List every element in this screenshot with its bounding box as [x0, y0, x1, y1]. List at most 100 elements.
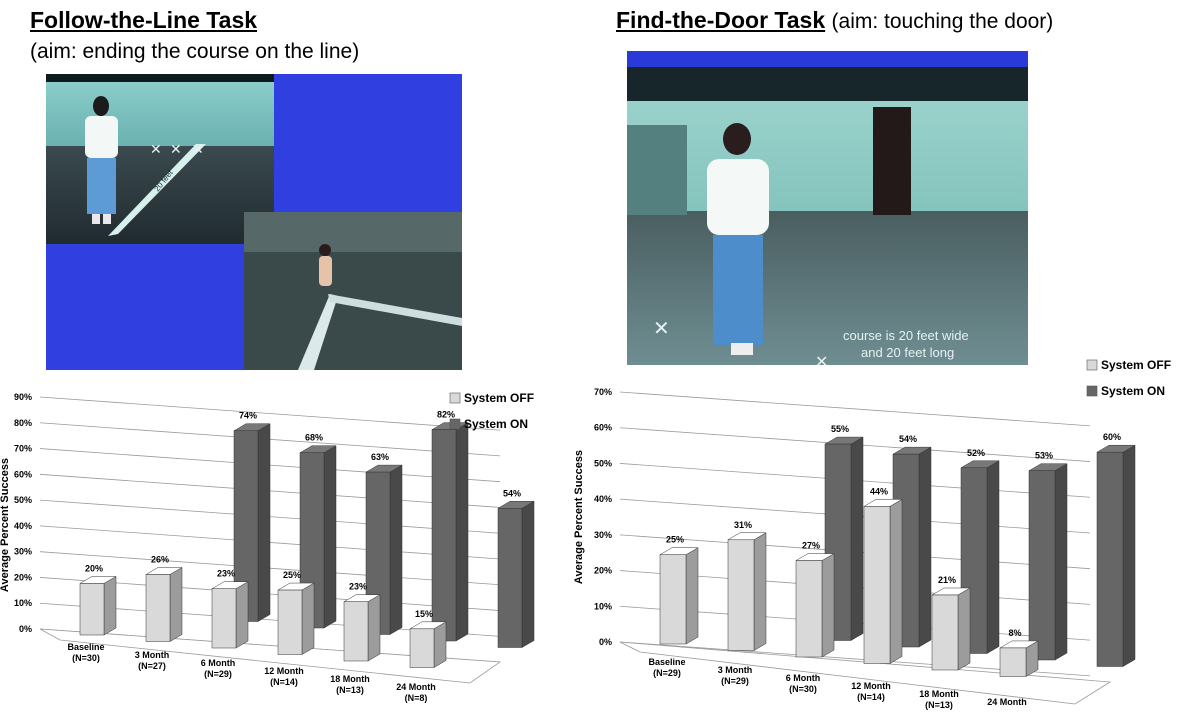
- bar-system-on-data-label: 74%: [239, 411, 257, 421]
- bar-system-off-front: [863, 506, 891, 664]
- bar-system-on-data-label: 60%: [1103, 432, 1121, 442]
- bar-system-off-front: [211, 588, 237, 649]
- course-size-caption-line1: course is 20 feet wide: [843, 328, 969, 343]
- bar-system-off: 20%: [79, 563, 117, 636]
- bar-system-off-side: [433, 621, 447, 668]
- bar-system-off: 26%: [145, 554, 183, 642]
- bar-system-off: 21%: [931, 575, 971, 671]
- x-category-label: 3 Month: [135, 650, 170, 660]
- bar-system-off-front: [79, 583, 105, 636]
- x-category-label: 12 Month: [264, 666, 304, 676]
- x-category-label: (N=13): [925, 700, 953, 710]
- bar-system-on: 54%: [497, 488, 535, 648]
- svg-text:✕: ✕: [150, 141, 162, 157]
- follow-the-line-chart: 0% 10% 20% 30% 40% 50% 60% 70% 80% 90% Average Per…: [0, 391, 535, 703]
- y-tick-label: 80%: [14, 418, 32, 428]
- bar-system-off-side: [367, 594, 381, 662]
- legend-entry: System ON: [1101, 384, 1165, 398]
- left-task-title: Follow-the-Line Task: [30, 7, 258, 33]
- bar-system-off-front: [277, 589, 303, 655]
- bar-system-off-side: [103, 576, 117, 636]
- bar-system-off-front: [145, 574, 171, 642]
- legend-swatch: [449, 392, 461, 404]
- x-category-label: 24 Month: [396, 682, 436, 692]
- svg-text:✕: ✕: [653, 318, 670, 340]
- y-tick-label: 70%: [14, 444, 32, 454]
- bar-system-on-side: [389, 464, 403, 635]
- follow-the-line-photo-art: 20 feet ✕ ✕ ✕: [46, 74, 462, 370]
- bar-system-on-side: [323, 445, 337, 629]
- bar-system-off-data-label: 20%: [85, 563, 103, 573]
- bar-system-off-data-label: 25%: [283, 570, 301, 580]
- bar-system-on-side: [918, 446, 932, 648]
- bar-system-off-side: [957, 587, 971, 671]
- bar-system-on-side: [1054, 463, 1068, 661]
- bar-system-off-data-label: 26%: [151, 554, 169, 564]
- x-category-label: (N=30): [72, 653, 100, 663]
- y-tick-label: 60%: [14, 469, 32, 479]
- bar-system-off-data-label: 27%: [802, 541, 820, 551]
- bar-system-off-data-label: 15%: [415, 609, 433, 619]
- y-tick-label: 40%: [594, 494, 612, 504]
- bar-system-on-data-label: 82%: [437, 410, 455, 420]
- left-task-heading: Follow-the-Line Task: [30, 7, 257, 34]
- bar-system-off-front: [931, 594, 959, 671]
- bar-system-off-front: [409, 628, 435, 668]
- x-category-label: (N=8): [405, 693, 428, 703]
- x-category-label: (N=29): [204, 669, 232, 679]
- bar-system-on-data-label: 63%: [371, 452, 389, 462]
- x-category-label: Baseline: [648, 657, 685, 667]
- svg-text:✕: ✕: [170, 141, 182, 157]
- y-tick-label: 20%: [14, 572, 32, 582]
- bar-system-off-front: [727, 539, 755, 651]
- bar-system-on-front: [431, 429, 457, 642]
- y-tick-label: 70%: [594, 387, 612, 397]
- legend-entry: System OFF: [464, 391, 534, 405]
- bar-system-on-side: [257, 423, 271, 622]
- bar-system-off-data-label: 23%: [217, 569, 235, 579]
- y-tick-label: 50%: [594, 458, 612, 468]
- bar-system-on: 60%: [1096, 432, 1136, 667]
- x-category-label: Baseline: [67, 642, 104, 652]
- y-axis-label: Average Percent Success: [0, 458, 11, 592]
- bar-system-off-front: [343, 601, 369, 662]
- bar-system-on-side: [521, 500, 535, 648]
- bar-system-off-data-label: 8%: [1008, 628, 1021, 638]
- bar-system-on-data-label: 52%: [967, 448, 985, 458]
- x-category-label: 12 Month: [851, 681, 891, 691]
- y-tick-label: 0%: [599, 637, 612, 647]
- bar-system-off: 25%: [277, 570, 315, 655]
- right-task-heading: Find-the-Door Task (aim: touching the do…: [616, 7, 1053, 34]
- bar-system-off-data-label: 25%: [666, 535, 684, 545]
- y-axis-label: Average Percent Success: [573, 450, 585, 584]
- bar-system-on-data-label: 55%: [831, 424, 849, 434]
- bar-system-off-side: [235, 581, 249, 649]
- gridline: [39, 396, 501, 431]
- right-task-aim: (aim: touching the door): [831, 10, 1054, 33]
- bar-system-off-side: [753, 532, 767, 651]
- svg-text:✕: ✕: [815, 354, 828, 365]
- bar-system-off: 44%: [863, 486, 903, 664]
- bar-system-off: 23%: [343, 582, 381, 662]
- bar-system-on-data-label: 54%: [899, 434, 917, 444]
- x-category-label: (N=27): [138, 661, 166, 671]
- legend-entry: System ON: [464, 417, 528, 431]
- bar-system-off-side: [821, 553, 835, 658]
- x-category-label: (N=14): [270, 677, 298, 687]
- bar-system-off-data-label: 44%: [870, 486, 888, 496]
- bar-system-off: 31%: [727, 520, 767, 651]
- bar-system-off-front: [659, 554, 687, 645]
- legend-swatch: [1086, 359, 1098, 371]
- legend-entry: System OFF: [1101, 358, 1171, 372]
- y-tick-label: 10%: [14, 598, 32, 608]
- right-task-title: Find-the-Door Task: [616, 7, 826, 33]
- bar-system-on-side: [986, 460, 1000, 654]
- course-size-caption-line2: and 20 feet long: [861, 345, 954, 360]
- bar-system-off: 8%: [999, 628, 1039, 677]
- x-category-label: (N=30): [789, 684, 817, 694]
- x-category-label: 24 Month: [987, 697, 1027, 707]
- bar-system-off: 23%: [211, 569, 249, 649]
- bar-system-off-front: [999, 647, 1027, 677]
- left-task-subheading: (aim: ending the course on the line): [30, 40, 360, 63]
- bar-system-on-front: [1096, 451, 1124, 667]
